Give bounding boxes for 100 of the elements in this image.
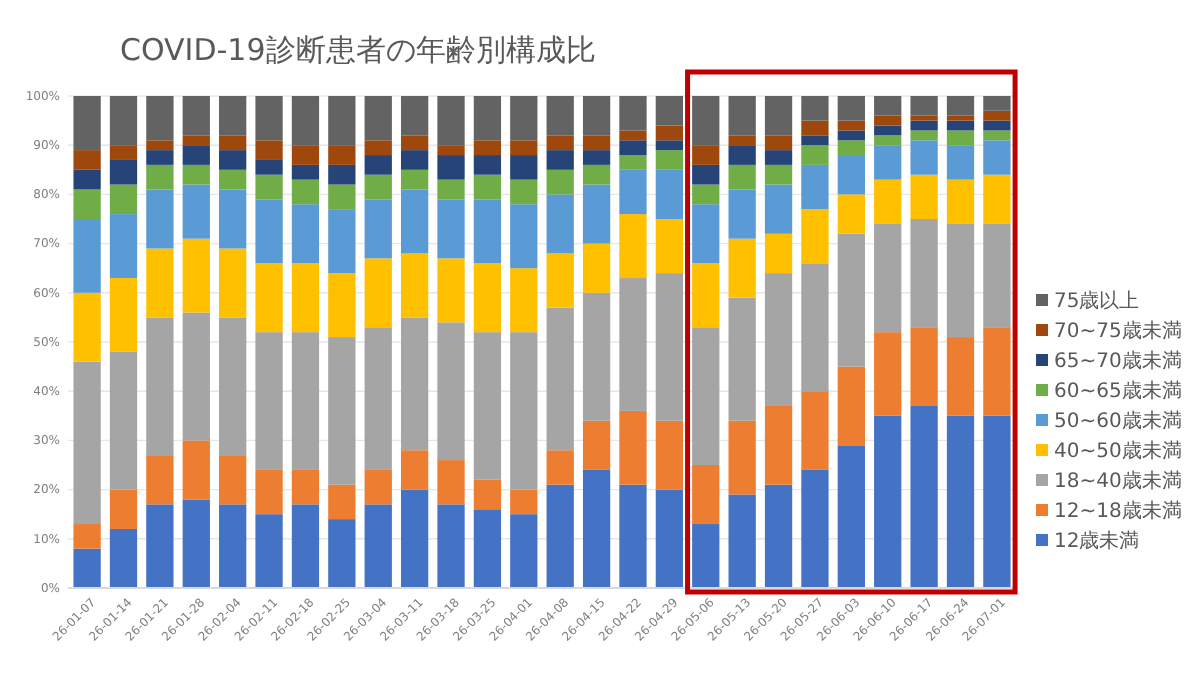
bar bbox=[983, 223, 1011, 328]
bar bbox=[874, 125, 902, 136]
bar bbox=[291, 504, 320, 588]
bar bbox=[328, 519, 356, 588]
bar bbox=[728, 420, 756, 495]
legend-label: 65~70歳未満 bbox=[1054, 349, 1182, 373]
bar bbox=[291, 96, 320, 146]
bar bbox=[910, 174, 938, 219]
bar bbox=[146, 164, 174, 190]
bar bbox=[255, 469, 283, 515]
bar bbox=[874, 332, 902, 416]
bar bbox=[983, 140, 1011, 175]
bar bbox=[437, 199, 465, 259]
bar bbox=[619, 155, 647, 170]
bar bbox=[582, 164, 611, 185]
bar bbox=[692, 263, 720, 328]
bar bbox=[510, 204, 538, 269]
bar bbox=[146, 189, 174, 249]
bar bbox=[437, 179, 465, 200]
bar bbox=[801, 96, 829, 121]
legend-label: 12~18歳未満 bbox=[1054, 499, 1182, 523]
bar bbox=[437, 258, 465, 323]
bar bbox=[946, 115, 975, 121]
bar bbox=[437, 322, 465, 461]
bar bbox=[255, 199, 283, 264]
bar bbox=[400, 135, 429, 151]
bar bbox=[764, 135, 793, 151]
legend-label: 75歳以上 bbox=[1054, 289, 1140, 313]
bar bbox=[400, 489, 429, 588]
bar bbox=[910, 219, 938, 328]
bar bbox=[364, 140, 392, 156]
bar bbox=[219, 150, 247, 170]
bar bbox=[73, 219, 101, 293]
bar bbox=[692, 465, 720, 525]
bar bbox=[109, 489, 138, 529]
bar bbox=[109, 184, 138, 215]
bar bbox=[837, 96, 865, 121]
bar bbox=[655, 150, 684, 170]
bar bbox=[764, 484, 793, 588]
bar bbox=[582, 135, 611, 151]
bar bbox=[510, 268, 538, 333]
bar bbox=[655, 273, 684, 421]
bar bbox=[400, 189, 429, 254]
bar bbox=[728, 494, 756, 588]
bar bbox=[801, 391, 829, 470]
bar bbox=[910, 405, 938, 588]
bar bbox=[473, 479, 502, 510]
bar bbox=[73, 189, 101, 219]
bar bbox=[837, 155, 865, 195]
bar bbox=[546, 484, 574, 588]
bar bbox=[219, 317, 247, 456]
bar bbox=[546, 150, 574, 170]
bar bbox=[146, 317, 174, 456]
bar bbox=[983, 174, 1011, 224]
bar bbox=[473, 199, 502, 264]
bar bbox=[946, 415, 975, 588]
bar bbox=[983, 110, 1011, 121]
bar bbox=[219, 504, 247, 588]
bar bbox=[728, 164, 756, 190]
bar bbox=[728, 189, 756, 239]
bar bbox=[182, 164, 210, 185]
bar bbox=[400, 169, 429, 190]
bar bbox=[546, 253, 574, 308]
bar bbox=[109, 159, 138, 185]
bar bbox=[291, 164, 320, 180]
bar bbox=[910, 327, 938, 406]
bar bbox=[400, 253, 429, 318]
bar bbox=[510, 96, 538, 141]
bar bbox=[655, 489, 684, 588]
bar bbox=[910, 115, 938, 121]
bar bbox=[764, 164, 793, 185]
bar bbox=[182, 238, 210, 313]
bar bbox=[219, 169, 247, 190]
bar bbox=[983, 130, 1011, 141]
bar bbox=[510, 514, 538, 588]
bar bbox=[364, 469, 392, 505]
bar bbox=[692, 524, 720, 588]
bar bbox=[946, 130, 975, 146]
bar bbox=[728, 238, 756, 298]
bar bbox=[655, 96, 684, 126]
bar bbox=[109, 278, 138, 352]
bar bbox=[364, 327, 392, 470]
bar bbox=[692, 327, 720, 465]
bar bbox=[182, 440, 210, 500]
bar bbox=[291, 204, 320, 264]
bar bbox=[437, 155, 465, 180]
bar bbox=[473, 174, 502, 200]
bar bbox=[182, 499, 210, 588]
legend-label: 50~60歳未満 bbox=[1054, 409, 1182, 433]
bar bbox=[437, 460, 465, 505]
bar bbox=[510, 179, 538, 205]
bar bbox=[291, 145, 320, 165]
bar bbox=[73, 96, 101, 151]
bar bbox=[655, 125, 684, 141]
bar bbox=[655, 420, 684, 490]
bar bbox=[764, 150, 793, 165]
bar bbox=[619, 169, 647, 215]
bar bbox=[109, 214, 138, 279]
bar bbox=[146, 455, 174, 505]
bar bbox=[801, 469, 829, 588]
